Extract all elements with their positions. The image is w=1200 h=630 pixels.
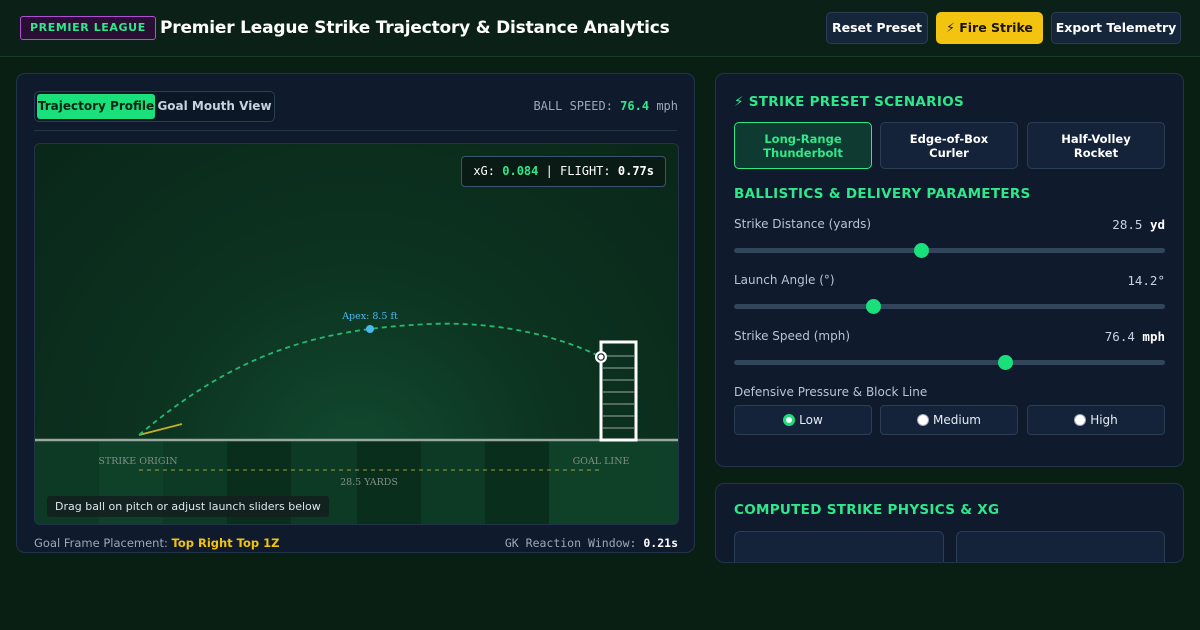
ball-icon[interactable] — [595, 351, 607, 363]
gk-value: 0.21s — [643, 536, 678, 550]
ball-speed-value: 76.4 — [620, 99, 650, 113]
strike-distance-slider-thumb[interactable] — [914, 243, 930, 258]
ball-inner — [597, 353, 605, 361]
gk-reaction: GK Reaction Window: 0.21s — [505, 536, 678, 550]
pressure-option-label: Low — [799, 413, 823, 427]
trajectory-path — [138, 322, 602, 436]
goal-net — [603, 355, 634, 429]
stat-card — [734, 531, 944, 562]
xg-flight-readout: xG: 0.084 | FLIGHT: 0.77s — [461, 156, 666, 187]
defensive-pressure-label: Defensive Pressure & Block Line — [734, 385, 928, 399]
goal-line-label: GOAL LINE — [573, 456, 630, 467]
launch-angle-value: 14.2° — [1127, 273, 1165, 288]
divider — [34, 130, 677, 131]
strike-speed-value: 76.4 mph — [1105, 329, 1165, 344]
pressure-option-label: Medium — [933, 413, 981, 427]
strike-speed-label: Strike Speed (mph) — [734, 329, 851, 343]
preset-line: Curler — [929, 146, 969, 160]
xg-label: xG: — [473, 164, 496, 178]
pressure-option-label: High — [1090, 413, 1118, 427]
fire-strike-button[interactable]: ⚡ Fire Strike — [936, 12, 1043, 44]
strike-distance-value: 28.5 yd — [1112, 217, 1165, 232]
preset-line: Long-Range — [764, 132, 842, 146]
flight-value: 0.77s — [617, 164, 654, 178]
strike-settings-panel: ⚡ STRIKE PRESET SCENARIOS Long-Range Thu… — [715, 73, 1184, 467]
pitch-canvas[interactable]: Apex: 8.5 ft STRIKE ORIGIN GOAL LINE 28.… — [34, 143, 679, 525]
distance-label: 28.5 YARDS — [340, 477, 398, 488]
gk-label: GK Reaction Window: — [504, 536, 637, 550]
radio-unchecked-icon — [1074, 414, 1087, 426]
preset-line: Half-Volley — [1061, 132, 1131, 146]
pressure-option-low[interactable]: Low — [734, 405, 872, 435]
apex-label: Apex: 8.5 ft — [341, 311, 398, 322]
apex-marker — [366, 325, 374, 333]
xg-value: 0.084 — [502, 164, 539, 178]
strike-speed-number: 76.4 — [1104, 329, 1135, 344]
radio-checked-icon — [783, 414, 796, 426]
reset-preset-button[interactable]: Reset Preset — [826, 12, 928, 44]
computed-physics-panel: COMPUTED STRIKE PHYSICS & XG — [715, 483, 1184, 563]
ball-speed-label: BALL SPEED: — [533, 99, 613, 113]
pressure-option-medium[interactable]: Medium — [880, 405, 1018, 435]
strike-distance-unit: yd — [1149, 217, 1165, 232]
radio-unchecked-icon — [917, 414, 929, 426]
pitch-stripe — [485, 441, 549, 524]
trajectory-svg: Apex: 8.5 ft STRIKE ORIGIN GOAL LINE 28.… — [35, 311, 678, 524]
strike-distance-number: 28.5 — [1112, 217, 1143, 232]
preset-line: Rocket — [1073, 146, 1119, 160]
strike-distance-label: Strike Distance (yards) — [734, 217, 872, 231]
strike-distance-slider[interactable] — [734, 243, 1165, 258]
launch-vector — [138, 423, 183, 436]
pitch-stripe — [357, 441, 421, 524]
league-badge: PREMIER LEAGUE — [20, 16, 156, 40]
launch-angle-number: 14.2° — [1127, 273, 1165, 288]
pitch-stripe — [549, 441, 678, 524]
placement-row: Goal Frame Placement: Top Right Top 1Z G… — [34, 536, 678, 550]
ball-speed-readout: BALL SPEED: 76.4 mph — [533, 99, 678, 113]
export-telemetry-button[interactable]: Export Telemetry — [1051, 12, 1181, 44]
goal-zone-label: Goal Frame Placement: — [34, 536, 168, 550]
ball-speed-unit: mph — [656, 99, 678, 113]
physics-section-title: COMPUTED STRIKE PHYSICS & XG — [734, 502, 1000, 518]
view-tabs: Trajectory Profile Goal Mouth View — [34, 91, 275, 122]
flight-label: | FLIGHT: — [545, 164, 611, 178]
preset-half-volley-rocket[interactable]: Half-Volley Rocket — [1027, 122, 1165, 169]
preset-edge-of-box-curler[interactable]: Edge-of-Box Curler — [880, 122, 1018, 169]
tab-goal-mouth-view[interactable]: Goal Mouth View — [157, 99, 272, 113]
stat-card — [956, 531, 1165, 562]
goal-zone-value: Top Right Top 1Z — [171, 536, 280, 550]
goal-frame — [599, 340, 638, 442]
strike-speed-unit: mph — [1142, 329, 1165, 344]
launch-angle-slider[interactable] — [734, 299, 1165, 314]
tab-trajectory-profile[interactable]: Trajectory Profile — [37, 94, 155, 119]
trajectory-panel: Trajectory Profile Goal Mouth View BALL … — [16, 73, 695, 553]
preset-long-range-thunderbolt[interactable]: Long-Range Thunderbolt — [734, 122, 872, 169]
launch-angle-label: Launch Angle (°) — [734, 273, 835, 287]
preset-line: Thunderbolt — [763, 146, 843, 160]
pitch-hint: Drag ball on pitch or adjust launch slid… — [47, 496, 329, 517]
parameters-section-title: BALLISTICS & DELIVERY PARAMETERS — [734, 186, 1031, 202]
launch-angle-slider-thumb[interactable] — [865, 299, 881, 314]
strike-origin-label: STRIKE ORIGIN — [98, 456, 177, 467]
strike-speed-slider-thumb[interactable] — [997, 355, 1013, 370]
page-title: Premier League Strike Trajectory & Dista… — [160, 18, 670, 38]
pressure-option-high[interactable]: High — [1027, 405, 1165, 435]
top-bar: PREMIER LEAGUE Premier League Strike Tra… — [0, 0, 1200, 57]
preset-section-title: ⚡ STRIKE PRESET SCENARIOS — [734, 94, 964, 110]
preset-line: Edge-of-Box — [909, 132, 989, 146]
strike-speed-slider[interactable] — [734, 355, 1165, 370]
